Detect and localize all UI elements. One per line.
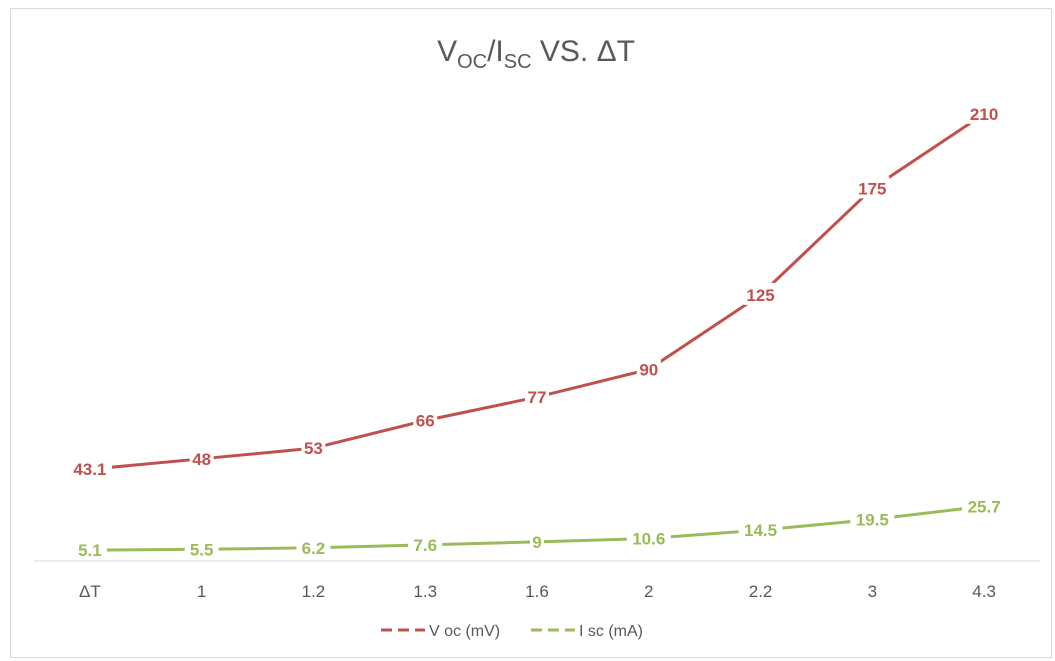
data-label: 5.5 <box>190 540 214 559</box>
x-tick-label: 1.2 <box>302 582 326 601</box>
data-label: 7.6 <box>413 536 437 555</box>
data-label: 125 <box>746 286 774 305</box>
data-label: 25.7 <box>968 497 1001 516</box>
data-label-bg <box>67 457 112 480</box>
data-label-bg <box>408 532 443 555</box>
x-tick-labels: ΔT 1 1.2 1.3 1.6 2 2.2 3 4.3 <box>79 582 996 601</box>
data-label-bg <box>636 357 661 380</box>
series-line <box>89 112 985 471</box>
data-label-bg <box>855 176 890 199</box>
data-label-bg <box>189 446 214 469</box>
data-label-bg <box>525 385 549 408</box>
title-part: VS. ΔT <box>532 35 635 68</box>
data-label-bg <box>967 101 1002 124</box>
data-label-bg <box>72 538 107 561</box>
x-tick-label: 1.3 <box>413 582 437 601</box>
x-tick-label: 3 <box>868 582 877 601</box>
series-1: 5.1 5.5 6.2 7.6 9 10.6 14.5 19.5 25.7 <box>72 494 1007 561</box>
data-label: 210 <box>970 105 998 124</box>
line-chart: VOC/ISC VS. ΔT 43.1 48 53 66 77 90 125 175 210 5.… <box>34 35 1040 640</box>
legend-label: I sc (mA) <box>579 623 643 640</box>
data-label-bg <box>626 526 671 549</box>
data-label-bg <box>530 529 544 552</box>
data-label: 9 <box>532 533 541 552</box>
title-part: /I <box>487 35 504 68</box>
data-label: 19.5 <box>856 510 889 529</box>
x-tick-label: 2.2 <box>749 582 773 601</box>
data-label-bg <box>738 518 783 541</box>
data-label: 175 <box>858 179 886 198</box>
data-label: 77 <box>528 388 547 407</box>
title-part: OC <box>457 51 487 73</box>
data-label-bg <box>301 436 326 459</box>
series-layer: 43.1 48 53 66 77 90 125 175 210 5.1 5.5 6.2 7.6 9 10.6… <box>67 101 1007 561</box>
data-label: 90 <box>639 360 658 379</box>
x-tick-label: 4.3 <box>972 582 996 601</box>
legend: V oc (mV) I sc (mA) <box>381 623 643 640</box>
title-part: V <box>437 35 457 68</box>
data-label: 53 <box>304 439 323 458</box>
x-tick-label: 1.6 <box>525 582 549 601</box>
chart-title: VOC/ISC VS. ΔT <box>437 35 635 73</box>
data-label: 66 <box>416 411 435 430</box>
data-label-bg <box>184 537 219 560</box>
x-tick-label: 2 <box>644 582 653 601</box>
x-tick-label: ΔT <box>79 582 101 601</box>
data-label: 10.6 <box>632 529 665 548</box>
x-tick-label: 1 <box>197 582 206 601</box>
chart-frame: VOC/ISC VS. ΔT 43.1 48 53 66 77 90 125 175 210 5.… <box>10 8 1052 658</box>
series-0: 43.1 48 53 66 77 90 125 175 210 <box>67 101 1002 480</box>
title-part: SC <box>504 51 532 73</box>
data-label-bg <box>743 282 778 305</box>
data-label: 14.5 <box>744 521 777 540</box>
data-label-bg <box>962 494 1007 517</box>
data-label: 6.2 <box>302 539 326 558</box>
data-label-bg <box>413 408 438 431</box>
data-label: 5.1 <box>78 541 102 560</box>
legend-label: V oc (mV) <box>429 623 500 640</box>
data-label-bg <box>296 535 331 558</box>
data-label-bg <box>850 507 895 530</box>
data-label: 43.1 <box>73 460 106 479</box>
data-label: 48 <box>192 450 211 469</box>
